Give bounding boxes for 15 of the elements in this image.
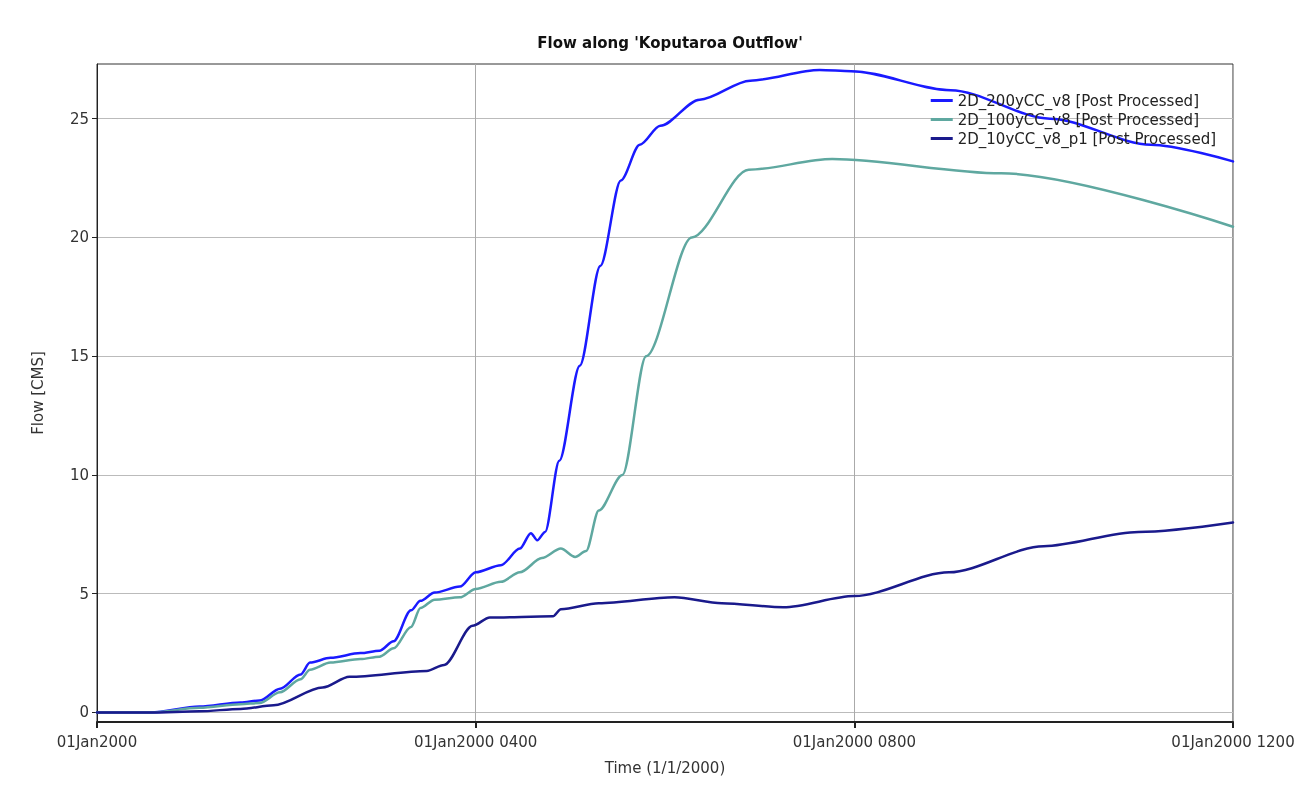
x-tick-label: 01Jan2000 0400 <box>414 732 538 751</box>
y-tick-label: 25 <box>69 109 89 128</box>
y-tick-label: 5 <box>79 584 89 603</box>
x-axis-title: Time (1/1/2000) <box>603 758 726 777</box>
y-tick-label: 10 <box>69 465 89 484</box>
y-axis-title: Flow [CMS] <box>28 351 47 435</box>
x-tick-label: 01Jan2000 1200 <box>1171 732 1295 751</box>
x-tick-label: 01Jan2000 <box>56 732 138 751</box>
chart-title: Flow along 'Koputaroa Outflow' <box>537 33 803 52</box>
y-tick-label: 0 <box>79 703 89 722</box>
y-tick-label: 15 <box>69 347 89 366</box>
y-tick-label: 20 <box>69 228 89 247</box>
legend-label: 2D_100yCC_v8 [Post Processed] <box>957 110 1199 130</box>
x-tick-label: 01Jan2000 0800 <box>792 732 916 751</box>
line-series <box>95 521 1235 714</box>
